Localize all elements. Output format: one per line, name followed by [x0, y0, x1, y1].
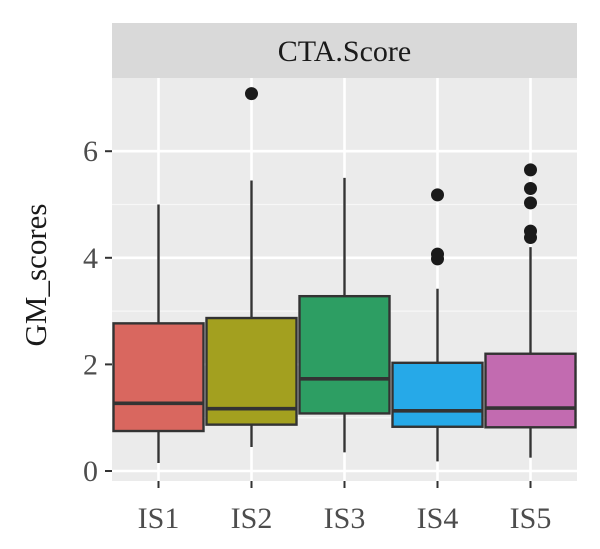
outlier-point — [524, 196, 537, 210]
x-tick-label: IS3 — [324, 502, 366, 535]
y-axis: 0 2 4 6 — [83, 135, 112, 488]
y-axis-title: GM_scores — [18, 204, 53, 347]
box-group-is2 — [205, 87, 298, 448]
outlier-point — [524, 182, 537, 196]
box-group-is1 — [112, 204, 205, 464]
facet-title: CTA.Score — [278, 35, 411, 68]
box — [391, 361, 484, 428]
y-tick-label: 4 — [83, 242, 98, 275]
x-tick-label: IS2 — [231, 502, 273, 535]
y-tick-label: 0 — [83, 455, 98, 488]
x-tick-label: IS1 — [138, 502, 180, 535]
outlier-point — [245, 87, 258, 101]
outlier-point — [431, 188, 444, 202]
box-series — [112, 87, 577, 464]
x-tick-label: IS4 — [417, 502, 459, 535]
x-tick-label: IS5 — [510, 502, 552, 535]
facet-strip — [112, 23, 577, 78]
x-axis: IS1 IS2 IS3 IS4 IS5 — [138, 481, 552, 535]
box — [112, 322, 205, 433]
box-group-is5 — [484, 163, 577, 458]
box — [298, 294, 391, 415]
outlier-point — [524, 163, 537, 177]
y-tick-label: 6 — [83, 135, 98, 168]
box-group-is4 — [391, 188, 484, 462]
box — [484, 352, 577, 429]
outlier-point — [524, 224, 537, 238]
outlier-point — [431, 247, 444, 261]
box-group-is3 — [298, 177, 391, 453]
y-tick-label: 2 — [83, 348, 98, 381]
